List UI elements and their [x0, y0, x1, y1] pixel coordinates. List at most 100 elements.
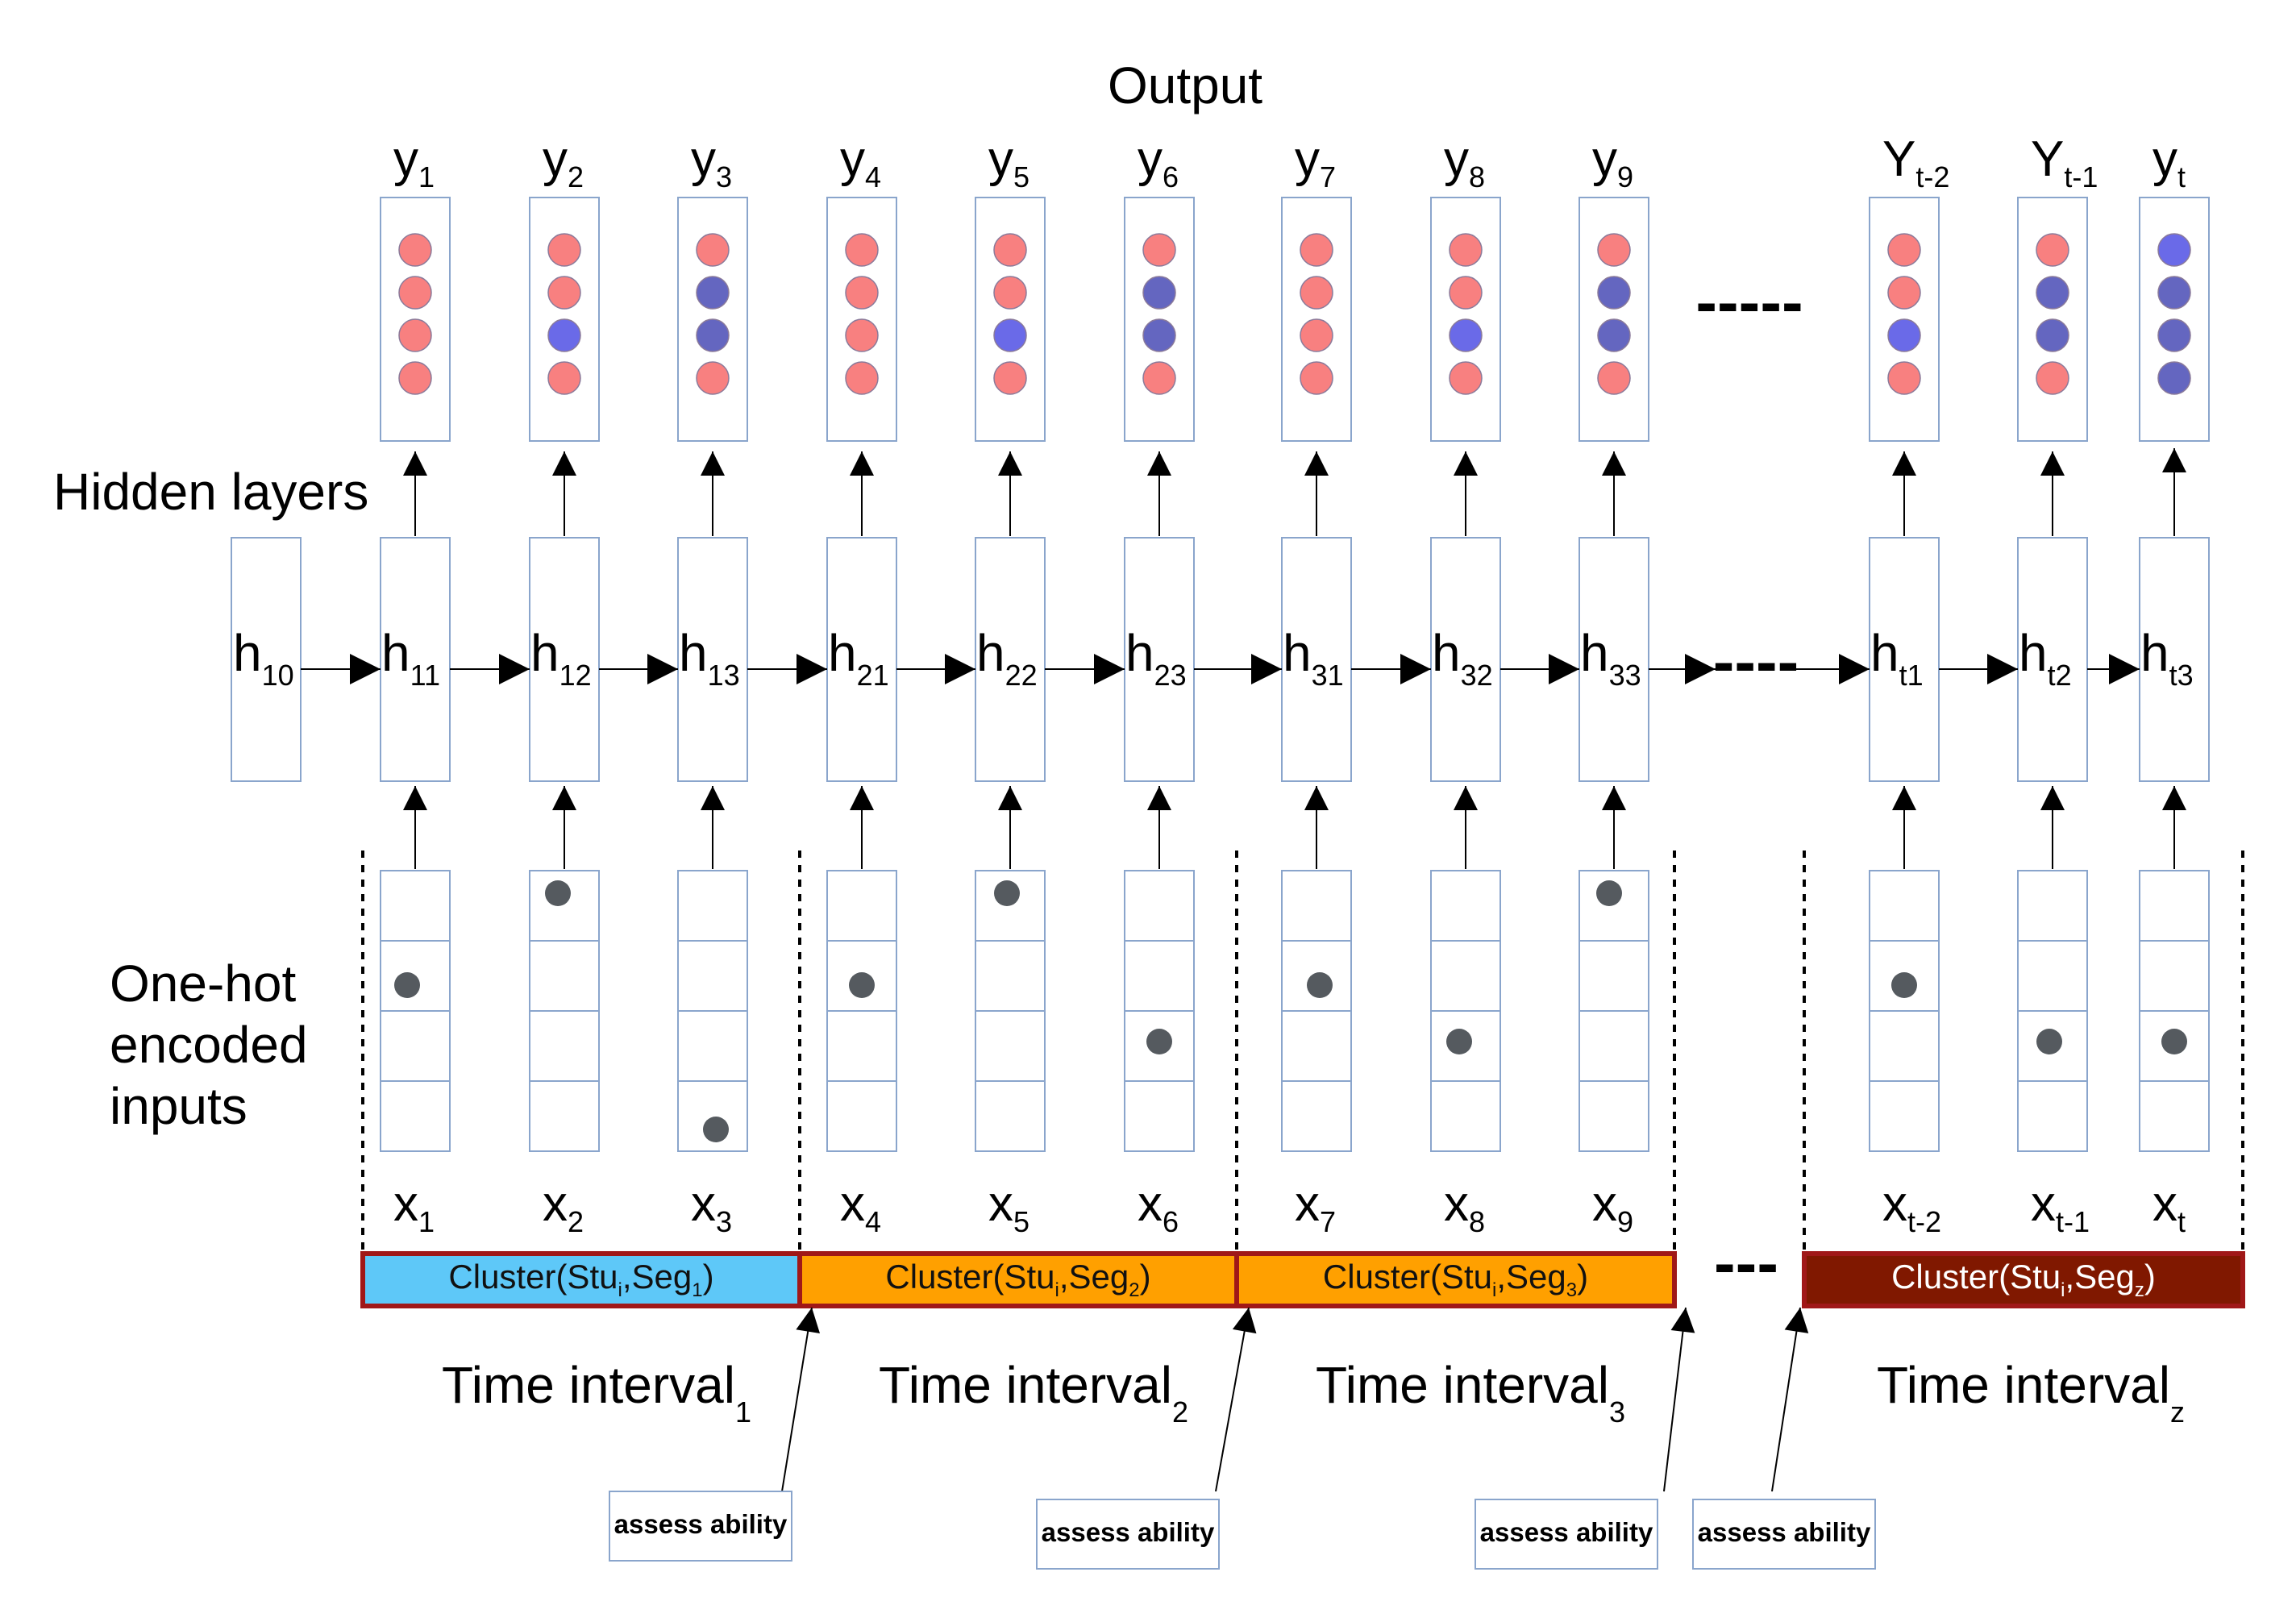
time-interval-1-base: Time interval	[442, 1356, 735, 1414]
output-unit-dot	[1887, 233, 1921, 267]
output-unit-dot	[1887, 318, 1921, 352]
time-interval-2-sub: 2	[1172, 1395, 1188, 1429]
cluster-box	[1802, 1251, 2245, 1308]
assess-arrow	[1215, 1307, 1257, 1492]
output-column-10: Yt-2	[1869, 131, 1949, 536]
hidden-layer: h10 h11 h12 h13 h21 h22 h23 h31 h32 h33 ht1 ht2 ht3	[231, 537, 2210, 782]
output-unit-dot	[1300, 361, 1333, 395]
one-hot-dot	[1596, 880, 1622, 906]
hidden-label-3: h13	[679, 624, 740, 692]
input-cell	[2017, 870, 2088, 942]
hidden-state-box	[1281, 537, 1352, 782]
output-column-12: yt	[2139, 131, 2210, 536]
assess-box	[1692, 1499, 1876, 1570]
one-hot-dot	[1307, 972, 1333, 998]
assess-box	[1475, 1499, 1658, 1570]
hidden-label-7: h31	[1283, 624, 1344, 692]
output-unit-dot	[2157, 361, 2191, 395]
hidden-label-10-base: h	[1870, 624, 1899, 682]
output-label-12: yt	[2152, 131, 2186, 193]
input-cell	[380, 870, 451, 942]
hidden-label-10: ht1	[1870, 624, 1924, 692]
hidden-label-11-base: h	[2019, 624, 2048, 682]
hidden-label-8: h32	[1432, 624, 1493, 692]
assess-arrow	[781, 1307, 821, 1492]
output-layer: y1 y2 y3 y4 y5 y6 y7 y8 y9 Yt-2 Yt-1 yt	[380, 131, 2210, 536]
assess-ability-3: assess ability	[1475, 1307, 1695, 1570]
input-layer: x1 x2 x3 x4 x5 x6 x7 x8 x9 xt-2 xt-1 xt	[361, 786, 2244, 1254]
output-unit-dot	[1887, 276, 1921, 310]
hidden-state-box	[1124, 537, 1195, 782]
input-label-5-sub: 5	[1013, 1205, 1029, 1238]
cluster-label: Cluster(Stui,Segz)	[1891, 1258, 2156, 1301]
input-column-8: x8	[1430, 786, 1501, 1238]
output-unit-dot	[696, 276, 730, 310]
output-unit-dot	[547, 233, 581, 267]
hidden-label-12-sub: t3	[2169, 659, 2194, 692]
hidden-label-1: h11	[381, 624, 440, 692]
output-label-6-base: y	[1138, 131, 1163, 187]
hidden-state-box	[1430, 537, 1501, 782]
input-label-7-base: x	[1295, 1176, 1320, 1232]
output-unit-dot	[398, 361, 432, 395]
input-cell	[1430, 1080, 1501, 1152]
assess-ability-4: assess ability	[1692, 1307, 1876, 1570]
assess-box	[609, 1491, 792, 1562]
output-title: Output	[1108, 56, 1262, 114]
assess-label: assess ability	[614, 1509, 788, 1539]
time-interval-4: Time intervalz	[1877, 1356, 2185, 1429]
hidden-initial-label-base: h	[233, 624, 262, 682]
output-unit-dot	[1300, 276, 1333, 310]
input-cell	[1430, 870, 1501, 942]
input-cell	[2139, 870, 2210, 942]
cluster-label-part: Cluster(Stu	[885, 1258, 1054, 1296]
hidden-label-4-base: h	[828, 624, 857, 682]
output-label-5-sub: 5	[1013, 160, 1029, 193]
input-cell	[677, 870, 748, 942]
input-label-1: x1	[393, 1176, 435, 1238]
input-cell	[1869, 870, 1940, 942]
cluster-label-part: ,Seg	[622, 1258, 692, 1296]
time-interval-1-sub: 1	[735, 1395, 751, 1429]
input-label-1-sub: 1	[418, 1205, 435, 1238]
hidden-label-9-sub: 33	[1609, 659, 1641, 692]
cluster-label-part: Cluster(Stu	[448, 1258, 618, 1296]
output-unit-dot	[2036, 318, 2069, 352]
hidden-label-5-base: h	[976, 624, 1005, 682]
time-interval-3: Time interval3	[1316, 1356, 1625, 1429]
assess-ability-2: assess ability	[1036, 1307, 1257, 1570]
time-interval-4-sub: z	[2170, 1395, 2185, 1429]
hidden-ellipsis: ----	[1713, 626, 1799, 697]
input-column-12: xt	[2139, 786, 2210, 1238]
assess-label: assess ability	[1480, 1517, 1653, 1547]
output-label-2-sub: 2	[568, 160, 584, 193]
input-cell	[2017, 1080, 2088, 1152]
one-hot-dot	[394, 972, 420, 998]
inputs-label-line2: encoded	[110, 1016, 308, 1074]
hidden-label-5-sub: 22	[1005, 659, 1038, 692]
output-column-11: Yt-1	[2017, 131, 2098, 536]
output-label-12-base: y	[2152, 131, 2177, 187]
input-label-3: x3	[691, 1176, 732, 1238]
cluster-label-part: Cluster(Stu	[1891, 1258, 2061, 1296]
one-hot-dot	[1146, 1029, 1172, 1054]
hidden-state-box	[2139, 537, 2210, 782]
input-cell	[975, 1010, 1046, 1082]
output-label-3-sub: 3	[716, 160, 732, 193]
output-unit-dot	[547, 318, 581, 352]
input-cell	[1578, 940, 1649, 1012]
one-hot-dot	[994, 880, 1020, 906]
output-label-1: y1	[393, 131, 435, 193]
output-unit-dot	[2157, 233, 2191, 267]
cluster-label: Cluster(Stui,Seg2)	[885, 1258, 1150, 1301]
output-unit-dot	[1449, 233, 1483, 267]
output-unit-dot	[1449, 361, 1483, 395]
input-cell	[1124, 940, 1195, 1012]
input-column-3: x3	[677, 786, 748, 1238]
output-unit-dot	[547, 276, 581, 310]
input-column-10: xt-2	[1869, 786, 1941, 1238]
cluster-label-part: ,Seg	[1496, 1258, 1566, 1296]
output-unit-dot	[2036, 361, 2069, 395]
input-label-10: xt-2	[1882, 1176, 1941, 1238]
hidden-label-6-base: h	[1125, 624, 1154, 682]
